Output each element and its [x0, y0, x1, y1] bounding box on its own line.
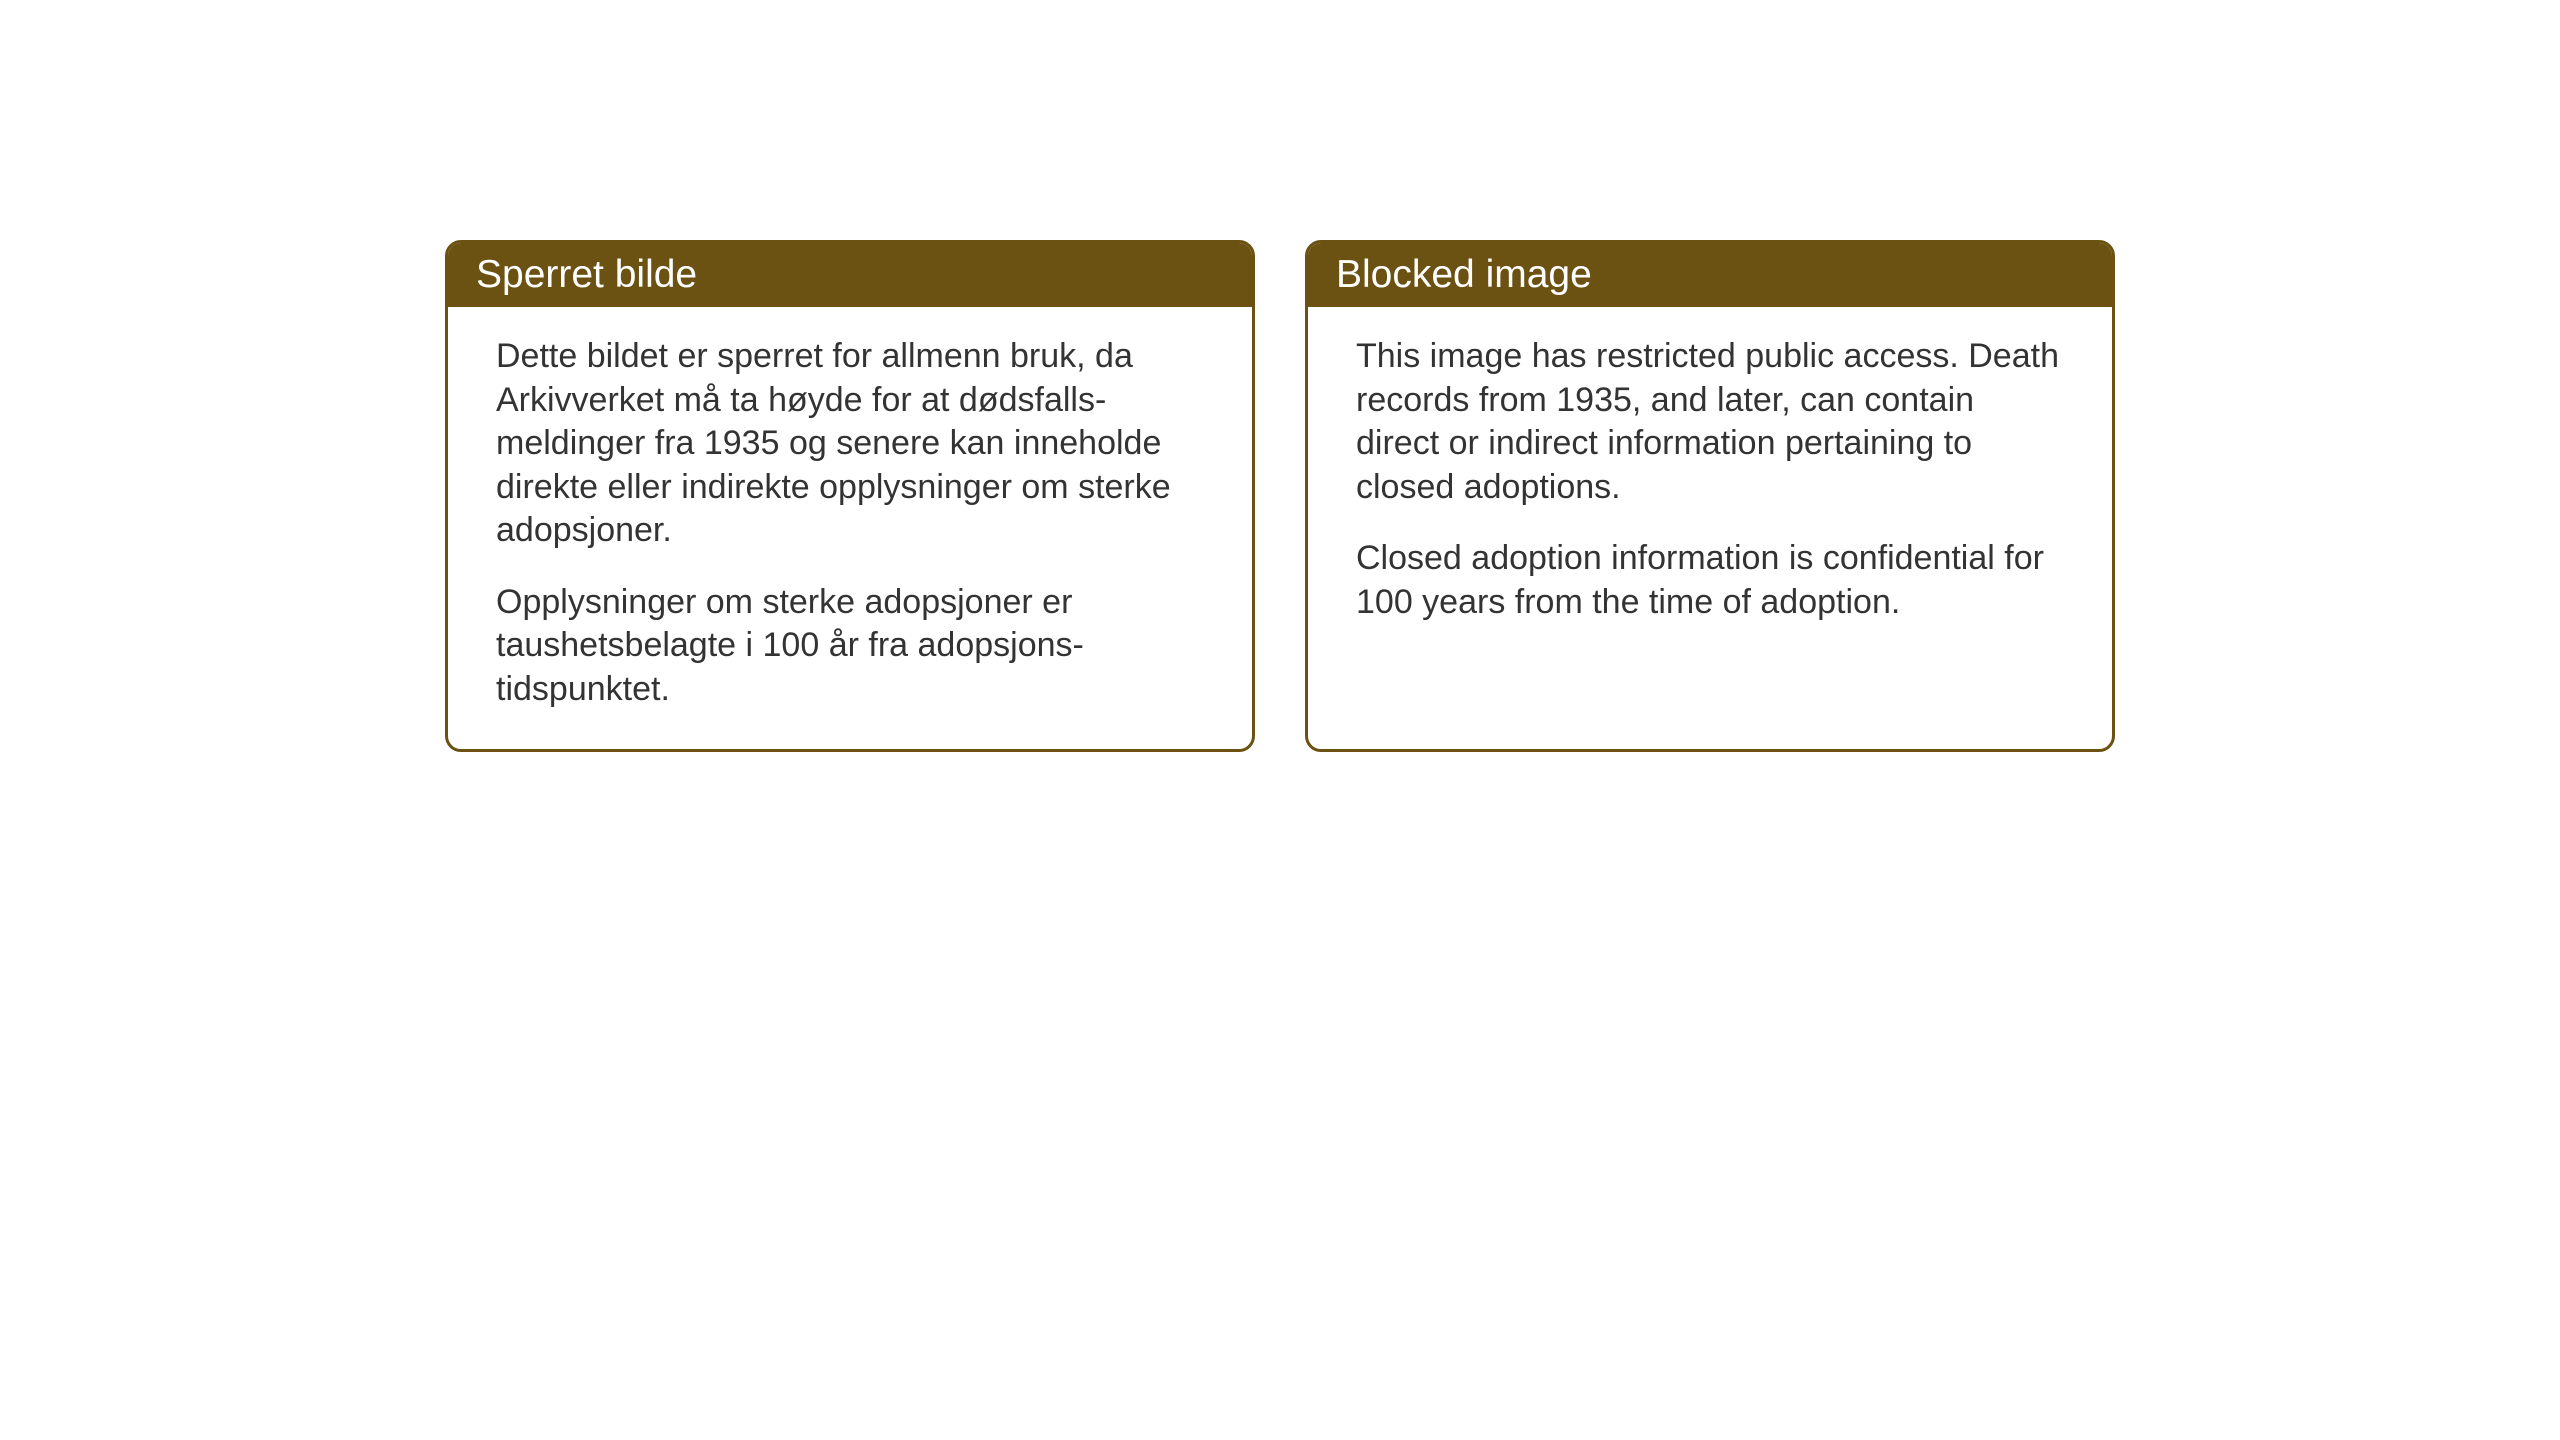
notice-body-norwegian: Dette bildet er sperret for allmenn bruk…: [448, 307, 1252, 749]
notice-container: Sperret bilde Dette bildet er sperret fo…: [445, 240, 2115, 752]
notice-paragraph: Dette bildet er sperret for allmenn bruk…: [496, 335, 1204, 553]
notice-paragraph: This image has restricted public access.…: [1356, 335, 2064, 509]
notice-paragraph: Opplysninger om sterke adopsjoner er tau…: [496, 581, 1204, 712]
notice-paragraph: Closed adoption information is confident…: [1356, 537, 2064, 624]
notice-card-norwegian: Sperret bilde Dette bildet er sperret fo…: [445, 240, 1255, 752]
notice-body-english: This image has restricted public access.…: [1308, 307, 2112, 747]
notice-title-english: Blocked image: [1308, 243, 2112, 307]
notice-card-english: Blocked image This image has restricted …: [1305, 240, 2115, 752]
notice-title-norwegian: Sperret bilde: [448, 243, 1252, 307]
